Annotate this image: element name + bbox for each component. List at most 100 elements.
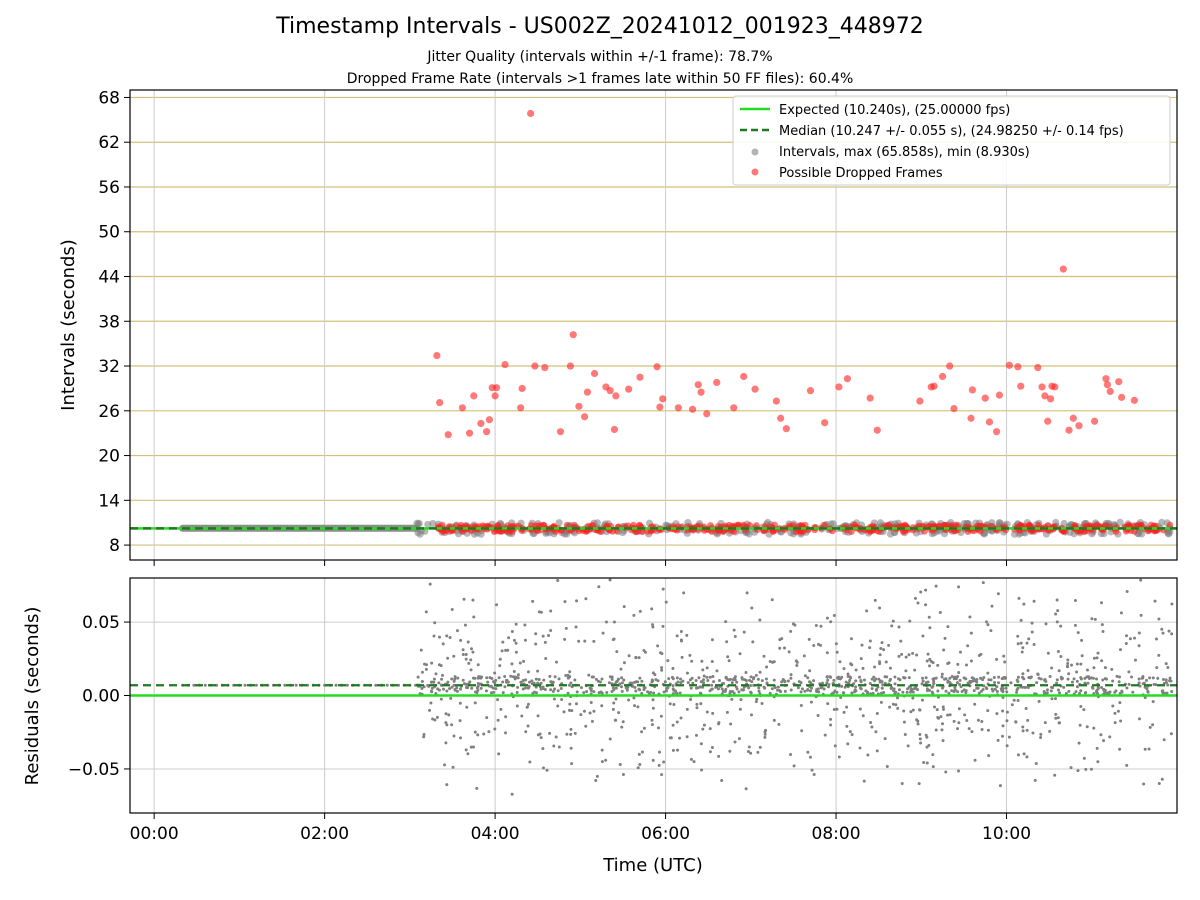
residual-point [694, 678, 698, 682]
residual-point [597, 585, 601, 589]
residual-point [726, 655, 730, 659]
residual-point [873, 679, 877, 683]
residual-point [1048, 675, 1052, 679]
residuals-frame [129, 577, 1178, 814]
dropped-frame-point [835, 383, 843, 391]
residual-point [681, 679, 685, 683]
dropped-frame-point [938, 372, 947, 381]
residual-point [1162, 681, 1166, 685]
residual-point [1039, 735, 1043, 739]
residual-point [843, 685, 847, 689]
residual-point [812, 644, 816, 648]
residual-point [484, 689, 488, 693]
residual-point [459, 736, 463, 740]
residual-point [1168, 676, 1172, 680]
residual-point [1032, 599, 1036, 603]
residual-point [970, 730, 974, 734]
residual-point [958, 650, 962, 654]
residual-point [605, 691, 609, 695]
residual-point [955, 681, 959, 685]
residual-point [1166, 665, 1170, 669]
residual-point [909, 710, 913, 714]
residual-point [596, 679, 600, 683]
residual-point [527, 685, 531, 689]
dropped-frame-point [583, 388, 592, 396]
residual-point [514, 622, 518, 626]
residual-point [809, 700, 813, 704]
residual-point [627, 654, 631, 658]
residual-point [1025, 641, 1029, 645]
residual-point [829, 620, 833, 624]
residual-point [934, 728, 938, 732]
residual-point [583, 639, 587, 643]
residual-point [570, 709, 574, 713]
residual-point [664, 689, 668, 693]
residual-point [921, 679, 925, 683]
residual-point [888, 666, 892, 670]
residual-point [622, 661, 626, 665]
residual-point [733, 634, 737, 638]
residual-point [422, 735, 426, 739]
residual-point [458, 719, 462, 723]
residual-point [931, 753, 935, 757]
residual-point [984, 620, 988, 624]
residual-point [537, 610, 541, 614]
residual-point [751, 677, 755, 681]
residual-point [718, 679, 722, 683]
residual-point [708, 750, 712, 754]
residual-point [1029, 675, 1033, 679]
residual-point [729, 722, 733, 726]
residual-point [434, 672, 438, 676]
dropped-frame-point [946, 362, 954, 370]
residual-point [883, 737, 887, 741]
residual-point [1077, 691, 1081, 695]
residual-point [494, 603, 498, 607]
residual-point [695, 706, 699, 710]
residual-point [514, 641, 518, 645]
residual-point [1021, 725, 1025, 729]
residual-point [944, 770, 948, 774]
residual-point [1024, 706, 1028, 710]
residual-point [979, 676, 983, 680]
residual-point [531, 599, 535, 603]
residual-point [424, 667, 428, 671]
residual-point [870, 687, 874, 691]
intervals-marker-icon [751, 148, 759, 156]
residual-point [504, 731, 508, 735]
residual-point [956, 769, 960, 773]
dropped-frame-point-baseline [644, 527, 652, 535]
residual-point [543, 640, 547, 644]
chart-title: Timestamp Intervals - US002Z_20241012_00… [276, 14, 924, 39]
residual-point [816, 713, 820, 717]
residual-point [534, 677, 538, 681]
residual-point [566, 691, 570, 695]
dropped-frame-point-baseline [634, 527, 642, 535]
residual-point [1000, 677, 1004, 681]
residual-point [420, 687, 424, 691]
residual-point [1102, 739, 1106, 743]
residual-point [666, 659, 670, 663]
residual-point [451, 765, 455, 769]
residual-point [906, 744, 910, 748]
residual-point [536, 714, 540, 718]
residual-point [1075, 685, 1079, 689]
residual-point [656, 644, 660, 648]
residual-point [952, 690, 956, 694]
residual-point [755, 697, 759, 701]
residual-point [862, 779, 866, 783]
residual-point [1128, 637, 1132, 641]
residual-point [950, 674, 954, 678]
residual-point [995, 689, 999, 693]
residual-point [1154, 683, 1158, 687]
residual-point [443, 763, 447, 767]
dropped-frame-point [1115, 378, 1123, 386]
legend-median: Median (10.247 +/- 0.055 s), (24.98250 +… [779, 124, 1124, 139]
residual-point [1016, 753, 1020, 757]
residual-point [636, 680, 640, 684]
residual-point [1157, 653, 1161, 657]
residual-point [619, 685, 623, 689]
dropped-frame-point [606, 387, 614, 395]
residual-point [662, 760, 666, 764]
residual-point [853, 688, 857, 692]
residual-point [589, 701, 593, 705]
